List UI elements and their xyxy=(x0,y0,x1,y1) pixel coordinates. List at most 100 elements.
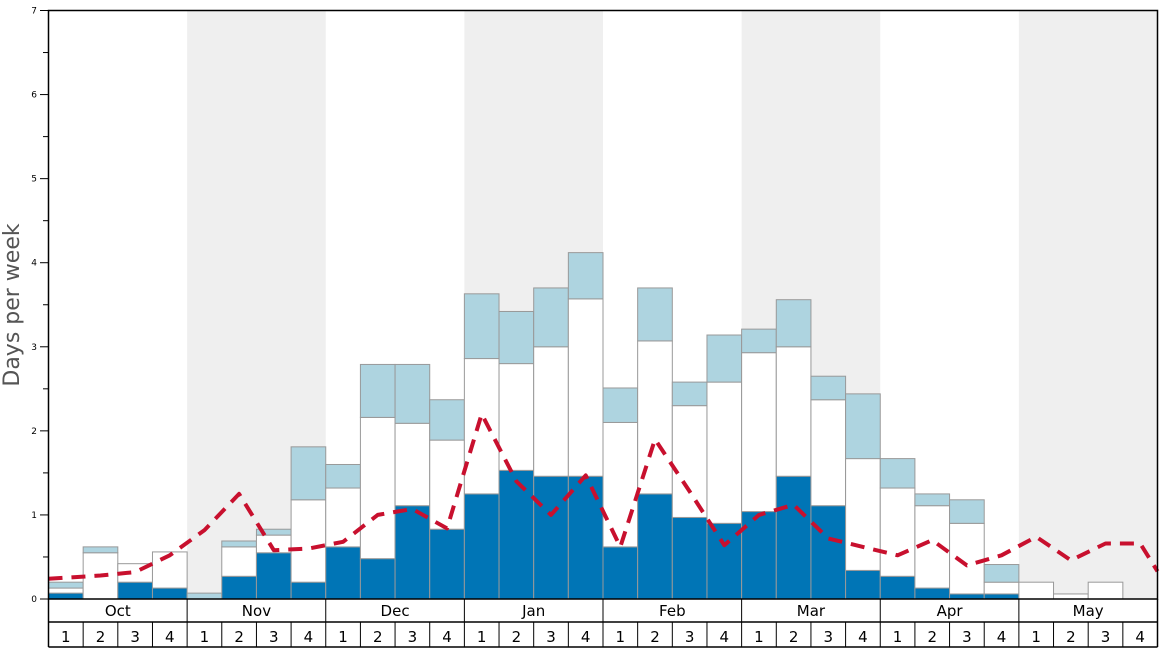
week-label: 4 xyxy=(1135,628,1145,646)
bar-segment-3-week-13 xyxy=(463,293,500,360)
week-label: 1 xyxy=(893,628,903,646)
month-label-feb: Feb xyxy=(659,602,686,620)
bar-segment-2-week-14 xyxy=(498,363,535,471)
bar-segment-3-week-24 xyxy=(845,393,881,460)
week-label: 4 xyxy=(165,628,175,646)
week-label: 4 xyxy=(720,628,730,646)
bar-segment-2-week-8 xyxy=(290,499,327,583)
bar-segment-3-week-1 xyxy=(48,581,84,589)
bar-segment-1-week-4 xyxy=(151,587,188,600)
y-axis-label: Days per week xyxy=(0,223,25,386)
month-label-nov: Nov xyxy=(242,602,271,620)
week-label: 3 xyxy=(962,628,972,646)
bar-segment-3-week-23 xyxy=(810,375,847,401)
week-label: 3 xyxy=(685,628,695,646)
bar-segment-2-week-29 xyxy=(1018,581,1055,600)
average-line xyxy=(48,412,1160,581)
bar-segment-3-week-16 xyxy=(567,252,604,300)
week-label: 2 xyxy=(650,628,660,646)
bar-segment-3-week-20 xyxy=(706,334,743,383)
y-tick-label: 1 xyxy=(31,511,37,521)
bar-segment-2-week-13 xyxy=(463,358,500,495)
week-label: 3 xyxy=(408,628,418,646)
bar-segment-1-week-20 xyxy=(706,522,743,600)
month-label-oct: Oct xyxy=(105,602,131,620)
week-label: 4 xyxy=(858,628,868,646)
bar-segment-3-week-6 xyxy=(221,540,257,548)
bar-segment-1-week-18 xyxy=(637,493,673,600)
bar-segment-1-week-10 xyxy=(359,558,396,600)
bar-segment-3-week-15 xyxy=(533,287,569,348)
week-label: 4 xyxy=(581,628,591,646)
bar-segment-1-week-11 xyxy=(394,505,431,600)
y-tick-label: 6 xyxy=(31,91,37,101)
y-tick-label: 4 xyxy=(31,259,37,269)
bar-segment-3-week-2 xyxy=(82,546,119,554)
bar-segment-3-week-9 xyxy=(325,463,361,489)
bar-segment-2-week-1 xyxy=(48,587,84,594)
month-label-dec: Dec xyxy=(381,602,410,620)
bar-segment-2-week-11 xyxy=(394,422,431,507)
week-label: 4 xyxy=(997,628,1007,646)
bar-segment-1-week-8 xyxy=(290,581,327,600)
month-label-may: May xyxy=(1073,602,1104,620)
bar-segment-3-week-22 xyxy=(775,299,812,348)
month-label-apr: Apr xyxy=(937,602,964,620)
bar-segment-1-week-12 xyxy=(429,528,465,600)
y-tick-label: 2 xyxy=(31,427,37,437)
bar-segment-3-week-27 xyxy=(949,499,985,524)
bar-segment-1-week-19 xyxy=(671,516,708,600)
bar-segment-1-week-24 xyxy=(845,569,881,600)
y-tick-label: 7 xyxy=(31,7,37,17)
week-label: 2 xyxy=(373,628,383,646)
y-tick-label: 5 xyxy=(31,175,37,185)
bar-segment-1-week-21 xyxy=(741,511,777,600)
bar-segment-2-week-4 xyxy=(151,551,188,589)
week-label: 1 xyxy=(1031,628,1041,646)
week-label: 4 xyxy=(304,628,314,646)
week-label: 1 xyxy=(754,628,764,646)
bar-segment-2-week-15 xyxy=(533,346,569,477)
month-band-may xyxy=(1018,10,1158,599)
week-label: 1 xyxy=(200,628,210,646)
bar-segment-3-week-8 xyxy=(290,446,327,501)
week-label: 3 xyxy=(546,628,556,646)
average-line-layer xyxy=(48,412,1160,581)
bar-segment-1-week-22 xyxy=(775,475,812,600)
bar-segment-1-week-16 xyxy=(567,475,604,600)
bar-segment-1-week-15 xyxy=(533,475,569,600)
y-tick-label: 0 xyxy=(31,595,37,605)
bar-segment-3-week-12 xyxy=(429,399,465,441)
bar-segment-3-week-28 xyxy=(983,564,1020,583)
week-label: 2 xyxy=(927,628,937,646)
bar-segment-2-week-10 xyxy=(359,416,396,560)
week-label: 1 xyxy=(338,628,348,646)
y-axis: 0 1 2 3 4 5 6 7 xyxy=(31,7,49,605)
bar-segment-2-week-20 xyxy=(706,381,743,524)
bar-segment-2-week-21 xyxy=(741,352,777,513)
week-label: 2 xyxy=(512,628,522,646)
bar-segment-2-week-28 xyxy=(983,581,1020,595)
bar-segment-1-week-7 xyxy=(255,552,292,600)
week-label: 3 xyxy=(1101,628,1111,646)
bars xyxy=(48,252,1124,600)
bar-segment-3-week-18 xyxy=(637,287,673,342)
week-label: 2 xyxy=(96,628,106,646)
bar-segment-2-week-9 xyxy=(325,487,361,548)
week-label: 4 xyxy=(442,628,452,646)
week-label: 3 xyxy=(823,628,833,646)
bar-segment-1-week-23 xyxy=(810,505,847,600)
bar-segment-2-week-16 xyxy=(567,298,604,477)
week-label: 1 xyxy=(616,628,626,646)
bar-segment-1-week-25 xyxy=(879,575,916,600)
bar-segment-2-week-23 xyxy=(810,399,847,507)
bar-segment-2-week-30 xyxy=(1053,593,1089,600)
bar-segment-2-week-17 xyxy=(602,421,639,548)
x-axis: Oct 1 2 3 4 Nov 1 2 3 4 Dec 1 2 3 4 Jan 1 2 3 4 Feb 1 2 3 4 Mar 1 2… xyxy=(47,599,1159,648)
bar-segment-1-week-26 xyxy=(914,587,951,600)
bar-segment-2-week-6 xyxy=(221,546,257,577)
bar-segment-1-week-6 xyxy=(221,575,257,600)
bar-segment-2-week-22 xyxy=(775,346,812,477)
bar-segment-1-week-17 xyxy=(602,546,639,600)
